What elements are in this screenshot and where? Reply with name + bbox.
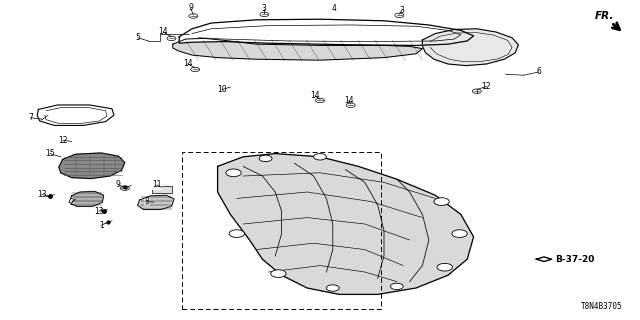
- Circle shape: [226, 169, 241, 177]
- Text: 4: 4: [332, 4, 337, 13]
- Polygon shape: [138, 195, 174, 210]
- Circle shape: [452, 230, 467, 237]
- Circle shape: [229, 230, 244, 237]
- Circle shape: [271, 270, 286, 277]
- Text: 14: 14: [344, 96, 354, 105]
- Polygon shape: [37, 105, 114, 125]
- Text: FR.: FR.: [595, 11, 614, 21]
- Text: 1: 1: [99, 221, 104, 230]
- Text: 9: 9: [116, 180, 121, 189]
- Text: 6: 6: [536, 68, 541, 76]
- Polygon shape: [59, 153, 125, 179]
- Circle shape: [434, 198, 449, 205]
- Text: 8: 8: [145, 197, 150, 206]
- Text: 3: 3: [262, 4, 267, 13]
- Circle shape: [314, 154, 326, 160]
- Polygon shape: [179, 19, 474, 45]
- Polygon shape: [218, 154, 474, 294]
- Circle shape: [259, 155, 272, 162]
- Circle shape: [326, 285, 339, 291]
- Text: 7: 7: [28, 113, 33, 122]
- Text: B-37-20: B-37-20: [556, 255, 595, 264]
- Text: 15: 15: [45, 149, 55, 158]
- Text: 5: 5: [135, 33, 140, 42]
- Text: 13: 13: [94, 207, 104, 216]
- Text: 3: 3: [399, 6, 404, 15]
- Polygon shape: [69, 191, 104, 206]
- Text: 13: 13: [36, 190, 47, 199]
- Text: 14: 14: [182, 60, 193, 68]
- Text: 14: 14: [310, 92, 320, 100]
- Text: 10: 10: [217, 85, 227, 94]
- Circle shape: [437, 263, 452, 271]
- Text: 14: 14: [158, 28, 168, 36]
- Text: 9: 9: [188, 4, 193, 12]
- Polygon shape: [173, 38, 422, 60]
- Text: 12: 12: [58, 136, 67, 145]
- Polygon shape: [422, 29, 518, 66]
- Text: 2: 2: [69, 198, 74, 207]
- Text: T8N4B3705: T8N4B3705: [580, 302, 622, 311]
- Bar: [152, 186, 172, 193]
- Polygon shape: [536, 257, 552, 261]
- Text: 12: 12: [482, 82, 491, 91]
- Text: 11: 11: [152, 180, 161, 189]
- Circle shape: [390, 283, 403, 290]
